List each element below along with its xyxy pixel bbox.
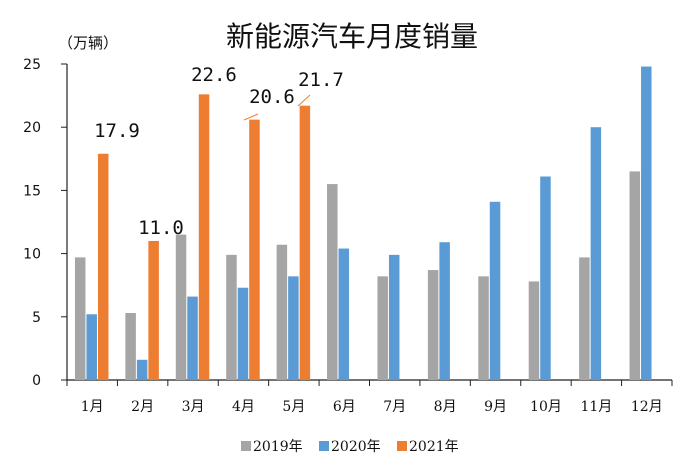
x-tick-label: 7月 — [383, 399, 406, 415]
bar-2019年-1月 — [74, 257, 86, 380]
data-label-21.7: 21.7 — [298, 69, 344, 91]
legend-swatch-2021年 — [397, 441, 407, 451]
x-tick-label: 3月 — [182, 399, 205, 415]
bar-2019年-10月 — [528, 281, 540, 380]
bar-2020年-8月 — [439, 242, 450, 380]
x-tick-label: 8月 — [434, 399, 457, 415]
data-label-20.6: 20.6 — [249, 86, 295, 108]
y-tick-label: 20 — [23, 120, 41, 136]
x-tick-label: 4月 — [232, 399, 255, 415]
x-tick-label: 9月 — [484, 399, 507, 415]
bar-2019年-8月 — [427, 270, 439, 380]
bar-2019年-2月 — [125, 313, 136, 380]
bar-2020年-6月 — [338, 248, 350, 380]
bar-2021年-4月 — [249, 119, 260, 381]
y-tick-label: 0 — [32, 373, 41, 389]
legend-label: 2020年 — [331, 439, 381, 455]
bar-2020年-10月 — [540, 176, 551, 380]
data-label-11.0: 11.0 — [138, 217, 184, 239]
bar-2021年-3月 — [198, 94, 210, 380]
bar-2020年-3月 — [187, 296, 198, 380]
legend-swatch-2020年 — [319, 441, 329, 451]
bar-2020年-9月 — [489, 201, 501, 380]
data-label-leader — [297, 94, 311, 107]
x-tick-label: 10月 — [530, 399, 562, 415]
data-label-leader — [243, 113, 259, 121]
bar-2020年-12月 — [641, 66, 652, 380]
legend-label: 2021年 — [409, 439, 459, 455]
x-tick-label: 6月 — [333, 399, 356, 415]
bar-2020年-5月 — [288, 276, 299, 380]
bar-2019年-9月 — [478, 276, 489, 380]
x-tick-label: 2月 — [131, 399, 154, 415]
bar-group — [74, 66, 652, 381]
data-label-group: 17.9 11.0 22.6 20.621.7 — [94, 64, 344, 239]
bar-2020年-1月 — [86, 314, 97, 380]
x-tick-label: 11月 — [580, 399, 612, 415]
bar-2021年-5月 — [299, 105, 311, 381]
y-tick-group: 0 5 10 15 20 25 — [23, 57, 67, 389]
x-tick-label: 1月 — [81, 399, 104, 415]
x-tick-group: 1月 2月 3月 4月 5月 6月 7月 8月 9月 10月 11月 12月 — [66, 380, 673, 415]
bar-2020年-4月 — [237, 287, 249, 380]
bar-2019年-7月 — [377, 276, 388, 380]
bar-2019年-6月 — [327, 184, 338, 380]
bar-2019年-4月 — [226, 254, 237, 380]
y-tick-label: 15 — [23, 183, 41, 199]
y-unit-label: （万辆） — [58, 34, 118, 52]
legend: 2019年 2020年 2021年 — [241, 439, 459, 455]
bar-2019年-5月 — [276, 244, 288, 380]
bar-2020年-11月 — [590, 127, 602, 380]
data-label-17.9: 17.9 — [94, 120, 140, 142]
x-tick-label: 5月 — [282, 399, 305, 415]
y-tick-label: 10 — [23, 247, 41, 263]
y-tick-label: 5 — [32, 310, 41, 326]
bar-2020年-7月 — [388, 254, 400, 380]
bar-2021年-1月 — [97, 153, 109, 380]
y-tick-label: 25 — [23, 57, 41, 73]
legend-swatch-2019年 — [241, 441, 251, 451]
bar-2019年-12月 — [629, 171, 641, 380]
x-tick-label: 12月 — [631, 399, 663, 415]
bar-2020年-2月 — [136, 359, 148, 380]
bar-2021年-2月 — [148, 240, 159, 380]
data-label-22.6: 22.6 — [191, 64, 237, 86]
bar-2019年-3月 — [175, 234, 187, 380]
bar-2019年-11月 — [579, 257, 590, 380]
chart-title: 新能源汽车月度销量 — [226, 20, 478, 53]
legend-label: 2019年 — [253, 439, 303, 455]
